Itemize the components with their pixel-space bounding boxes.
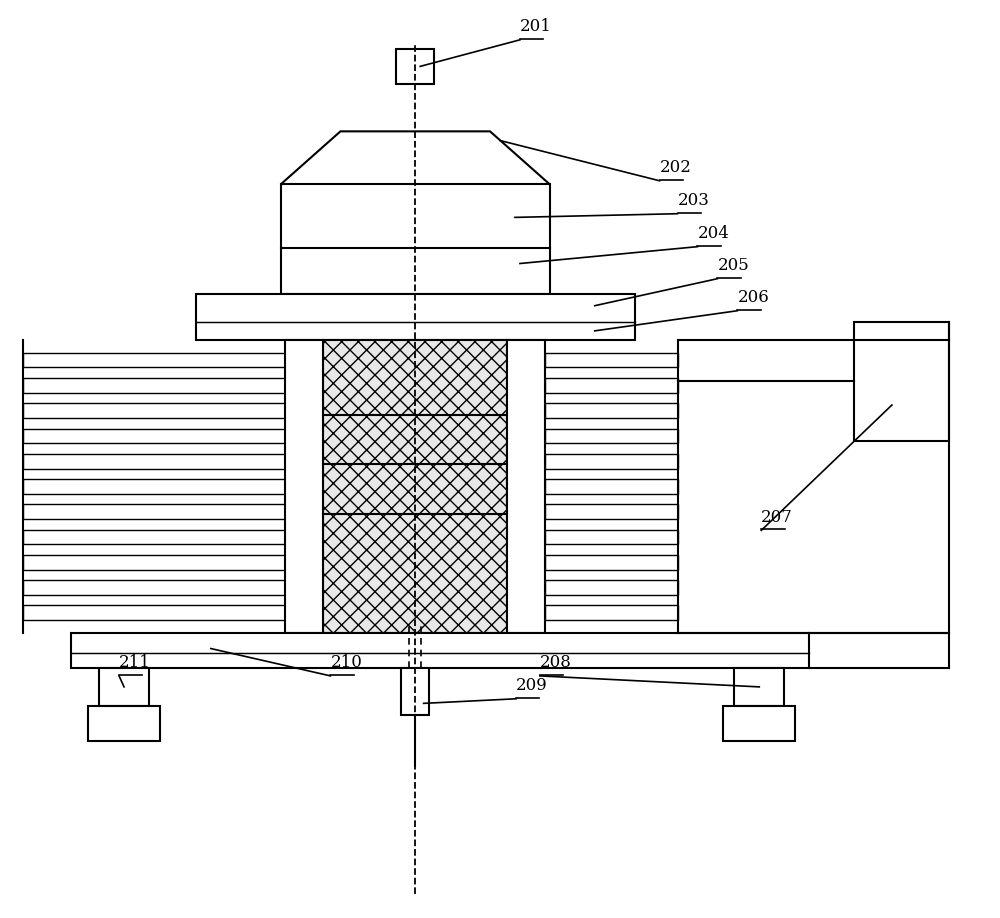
Bar — [23, 403, 285, 418]
Bar — [23, 353, 285, 367]
Bar — [23, 453, 285, 468]
Bar — [23, 504, 285, 519]
Bar — [545, 453, 678, 468]
Polygon shape — [281, 131, 550, 185]
Bar — [545, 554, 678, 569]
Bar — [71, 633, 809, 667]
Bar — [854, 321, 949, 441]
Text: 207: 207 — [761, 509, 793, 526]
Text: 201: 201 — [520, 18, 552, 35]
Bar — [23, 580, 285, 595]
Text: 208: 208 — [540, 655, 572, 671]
Bar — [396, 49, 434, 84]
Text: 210: 210 — [330, 655, 362, 671]
Text: 206: 206 — [737, 289, 769, 307]
Bar — [734, 667, 784, 706]
Bar — [545, 479, 678, 494]
Bar — [23, 429, 285, 443]
Text: 209: 209 — [516, 677, 548, 694]
Bar — [401, 667, 429, 715]
Text: 205: 205 — [717, 257, 749, 274]
Bar — [545, 403, 678, 418]
Bar — [99, 667, 149, 706]
Bar — [23, 479, 285, 494]
Text: 203: 203 — [678, 192, 709, 209]
Text: 204: 204 — [697, 225, 729, 242]
Bar — [545, 353, 678, 367]
Bar — [545, 580, 678, 595]
Bar — [723, 706, 795, 741]
Bar — [23, 378, 285, 393]
Bar — [545, 504, 678, 519]
Bar — [23, 606, 285, 620]
Bar — [545, 429, 678, 443]
Text: 202: 202 — [660, 159, 691, 176]
Bar — [23, 530, 285, 544]
Bar — [507, 340, 545, 633]
Bar — [281, 185, 550, 295]
Bar — [323, 340, 507, 633]
Bar — [196, 295, 635, 340]
Bar — [545, 378, 678, 393]
Bar — [545, 530, 678, 544]
Bar — [285, 340, 323, 633]
Bar — [23, 554, 285, 569]
Text: 211: 211 — [119, 655, 151, 671]
Bar — [88, 706, 160, 741]
Bar — [545, 606, 678, 620]
